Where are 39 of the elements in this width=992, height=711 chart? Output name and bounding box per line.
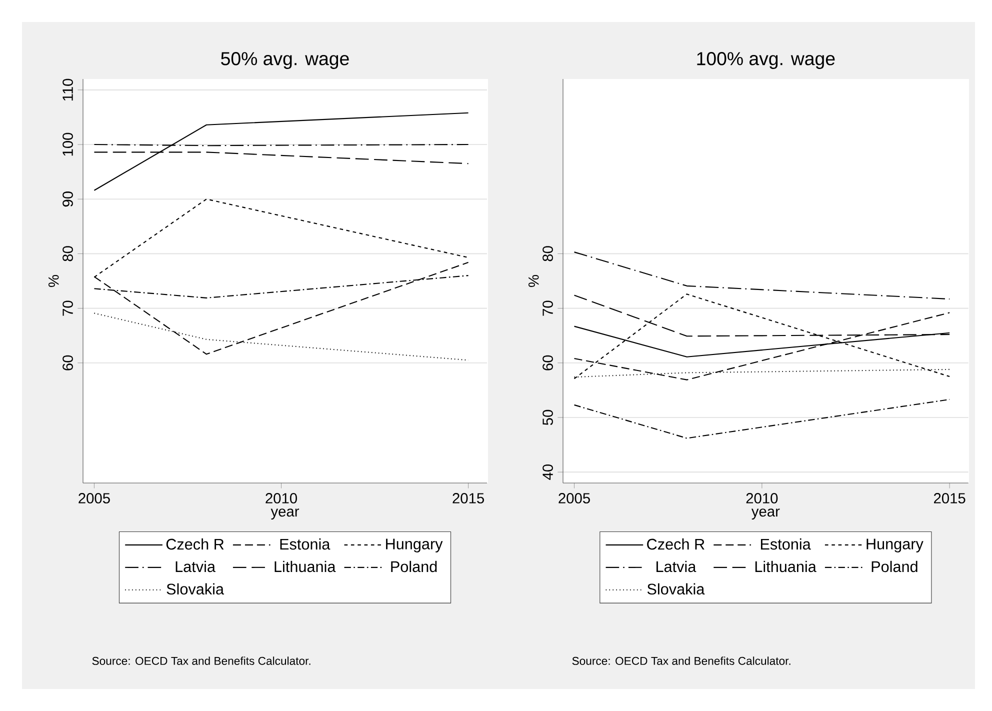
y-tick-label: 80 <box>542 246 553 262</box>
y-tick-label: 80 <box>62 246 73 262</box>
x-axis-title: year <box>751 508 780 520</box>
legend-label: Slovakia <box>166 583 224 595</box>
legend-label: Poland <box>391 560 437 572</box>
legend-label: Lithuania <box>755 560 816 572</box>
legend-label: Latvia <box>656 560 696 572</box>
legend-label: Lithuania <box>274 560 336 572</box>
legend-label: Hungary <box>866 538 924 552</box>
legend-label: Czech R <box>166 538 224 550</box>
legend-label: Latvia <box>176 560 216 572</box>
x-axis-title: year <box>270 508 300 520</box>
legend-label: Hungary <box>386 538 443 552</box>
x-tick-label: 2015 <box>934 493 966 504</box>
x-tick-label: 2005 <box>78 493 110 504</box>
y-tick-label: 50 <box>542 410 553 426</box>
chart-title: 50% avg. wage <box>221 52 349 69</box>
y-tick-label: 70 <box>542 300 553 316</box>
y-axis-title: % <box>528 275 539 287</box>
source-note: Source: OECD Tax and Benefits Calculator. <box>572 656 790 665</box>
legend-label: Poland <box>872 560 918 572</box>
y-tick-label: 40 <box>542 464 553 480</box>
y-tick-label: 60 <box>542 355 553 370</box>
y-tick-label: 60 <box>62 355 73 370</box>
y-tick-label: 110 <box>62 78 73 100</box>
y-tick-label: 70 <box>62 300 73 316</box>
chart-title: 100% avg. wage <box>697 52 835 69</box>
x-tick-label: 2005 <box>558 493 590 504</box>
legend-label: Slovakia <box>647 583 705 595</box>
legend-label: Czech R <box>647 538 704 550</box>
source-note: Source: OECD Tax and Benefits Calculator. <box>92 656 310 665</box>
x-tick-label: 2010 <box>266 493 297 504</box>
y-axis-title: % <box>48 275 59 287</box>
x-tick-label: 2010 <box>746 493 778 504</box>
legend-label: Estonia <box>760 538 811 550</box>
legend-label: Estonia <box>280 538 330 550</box>
x-tick-label: 2015 <box>452 493 484 504</box>
y-tick-label: 100 <box>62 132 73 156</box>
y-tick-label: 90 <box>62 192 73 207</box>
